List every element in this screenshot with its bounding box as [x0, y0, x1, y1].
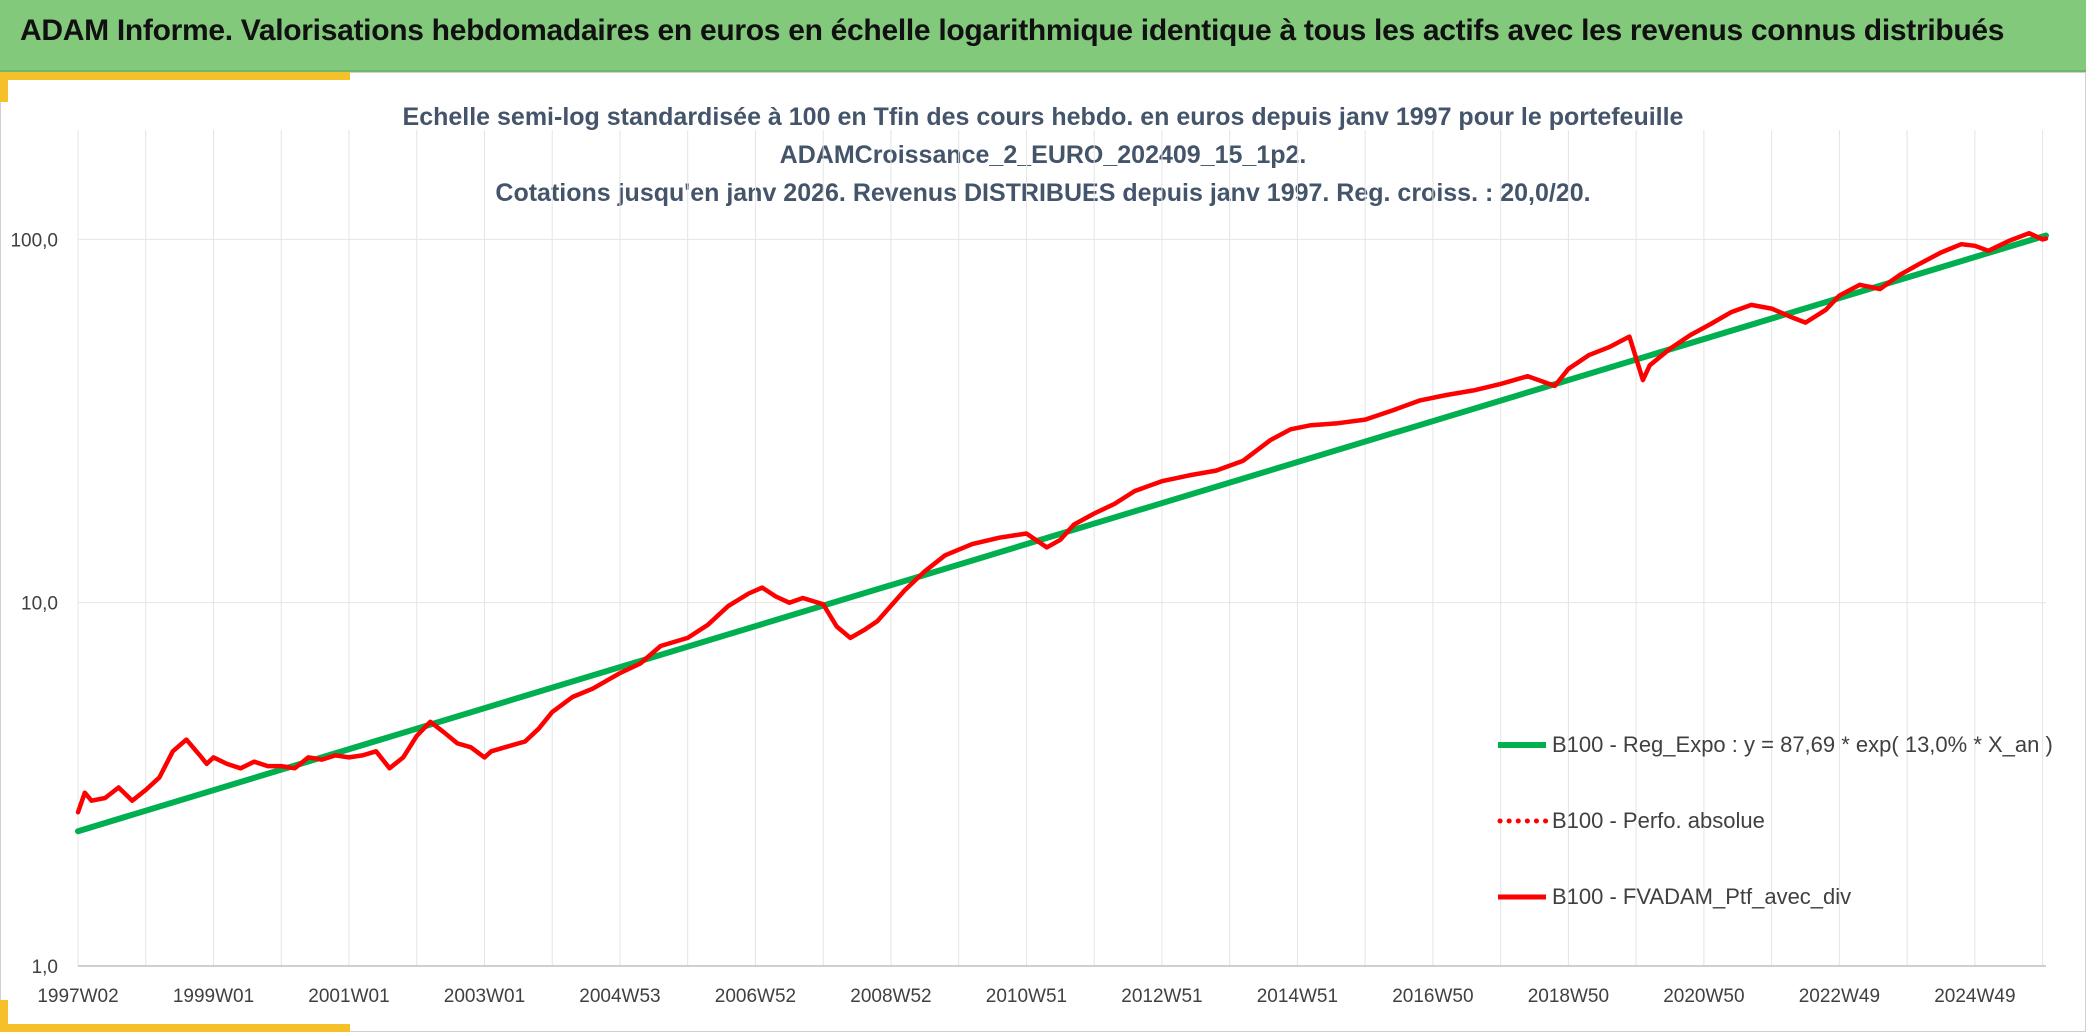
x-tick-label: 2001W01	[308, 986, 389, 1007]
header-banner: ADAM Informe. Valorisations hebdomadaire…	[0, 0, 2086, 72]
accent-bar-bottom	[0, 1024, 350, 1032]
x-tick-label: 2018W50	[1528, 986, 1609, 1007]
legend-label-regression: B100 - Reg_Expo : y = 87,69 * exp( 13,0%…	[1552, 732, 2053, 757]
x-tick-label: 2020W50	[1663, 986, 1744, 1007]
y-tick-label: 1,0	[32, 957, 58, 978]
chart-title-line-2: ADAMCroissance_2_EURO_202409_15_1p2.	[779, 141, 1307, 169]
regression-line	[75, 232, 2049, 835]
accent-bar-left-top	[0, 72, 8, 102]
y-tick-label: 10,0	[21, 594, 58, 615]
x-tick-label: 2016W50	[1392, 986, 1473, 1007]
legend-label-portfolio: B100 - FVADAM_Ptf_avec_div	[1552, 884, 1852, 909]
chart-title-line-3: Cotations jusqu'en janv 2026. Revenus DI…	[495, 179, 1591, 207]
x-tick-label: 2024W49	[1934, 986, 2015, 1007]
accent-bar-top	[0, 72, 350, 80]
x-tick-label: 2006W52	[715, 986, 796, 1007]
chart-title-line-1: Echelle semi-log standardisée à 100 en T…	[402, 103, 1684, 131]
legend-label-perfo-absolue: B100 - Perfo. absolue	[1552, 808, 1765, 833]
y-tick-label: 100,0	[10, 230, 58, 251]
x-tick-label: 2004W53	[579, 986, 660, 1007]
x-tick-label: 2003W01	[444, 986, 525, 1007]
x-tick-label: 2014W51	[1257, 986, 1338, 1007]
portfolio-line	[75, 230, 2049, 815]
x-tick-label: 2022W49	[1799, 986, 1880, 1007]
accent-bar-left-bottom	[0, 1000, 8, 1032]
x-tick-label: 1997W02	[37, 986, 118, 1007]
x-tick-label: 2012W51	[1121, 986, 1202, 1007]
legend-swatch-perfo-absolue	[1497, 818, 1548, 824]
x-tick-label: 2008W52	[850, 986, 931, 1007]
x-tick-label: 1999W01	[173, 986, 254, 1007]
chart-title: Echelle semi-log standardisée à 100 en T…	[0, 98, 2086, 212]
legend-swatch-portfolio	[1498, 894, 1546, 900]
x-tick-label: 2010W51	[986, 986, 1067, 1007]
page-title: ADAM Informe. Valorisations hebdomadaire…	[20, 14, 2005, 47]
legend-swatch-regression	[1498, 742, 1546, 748]
